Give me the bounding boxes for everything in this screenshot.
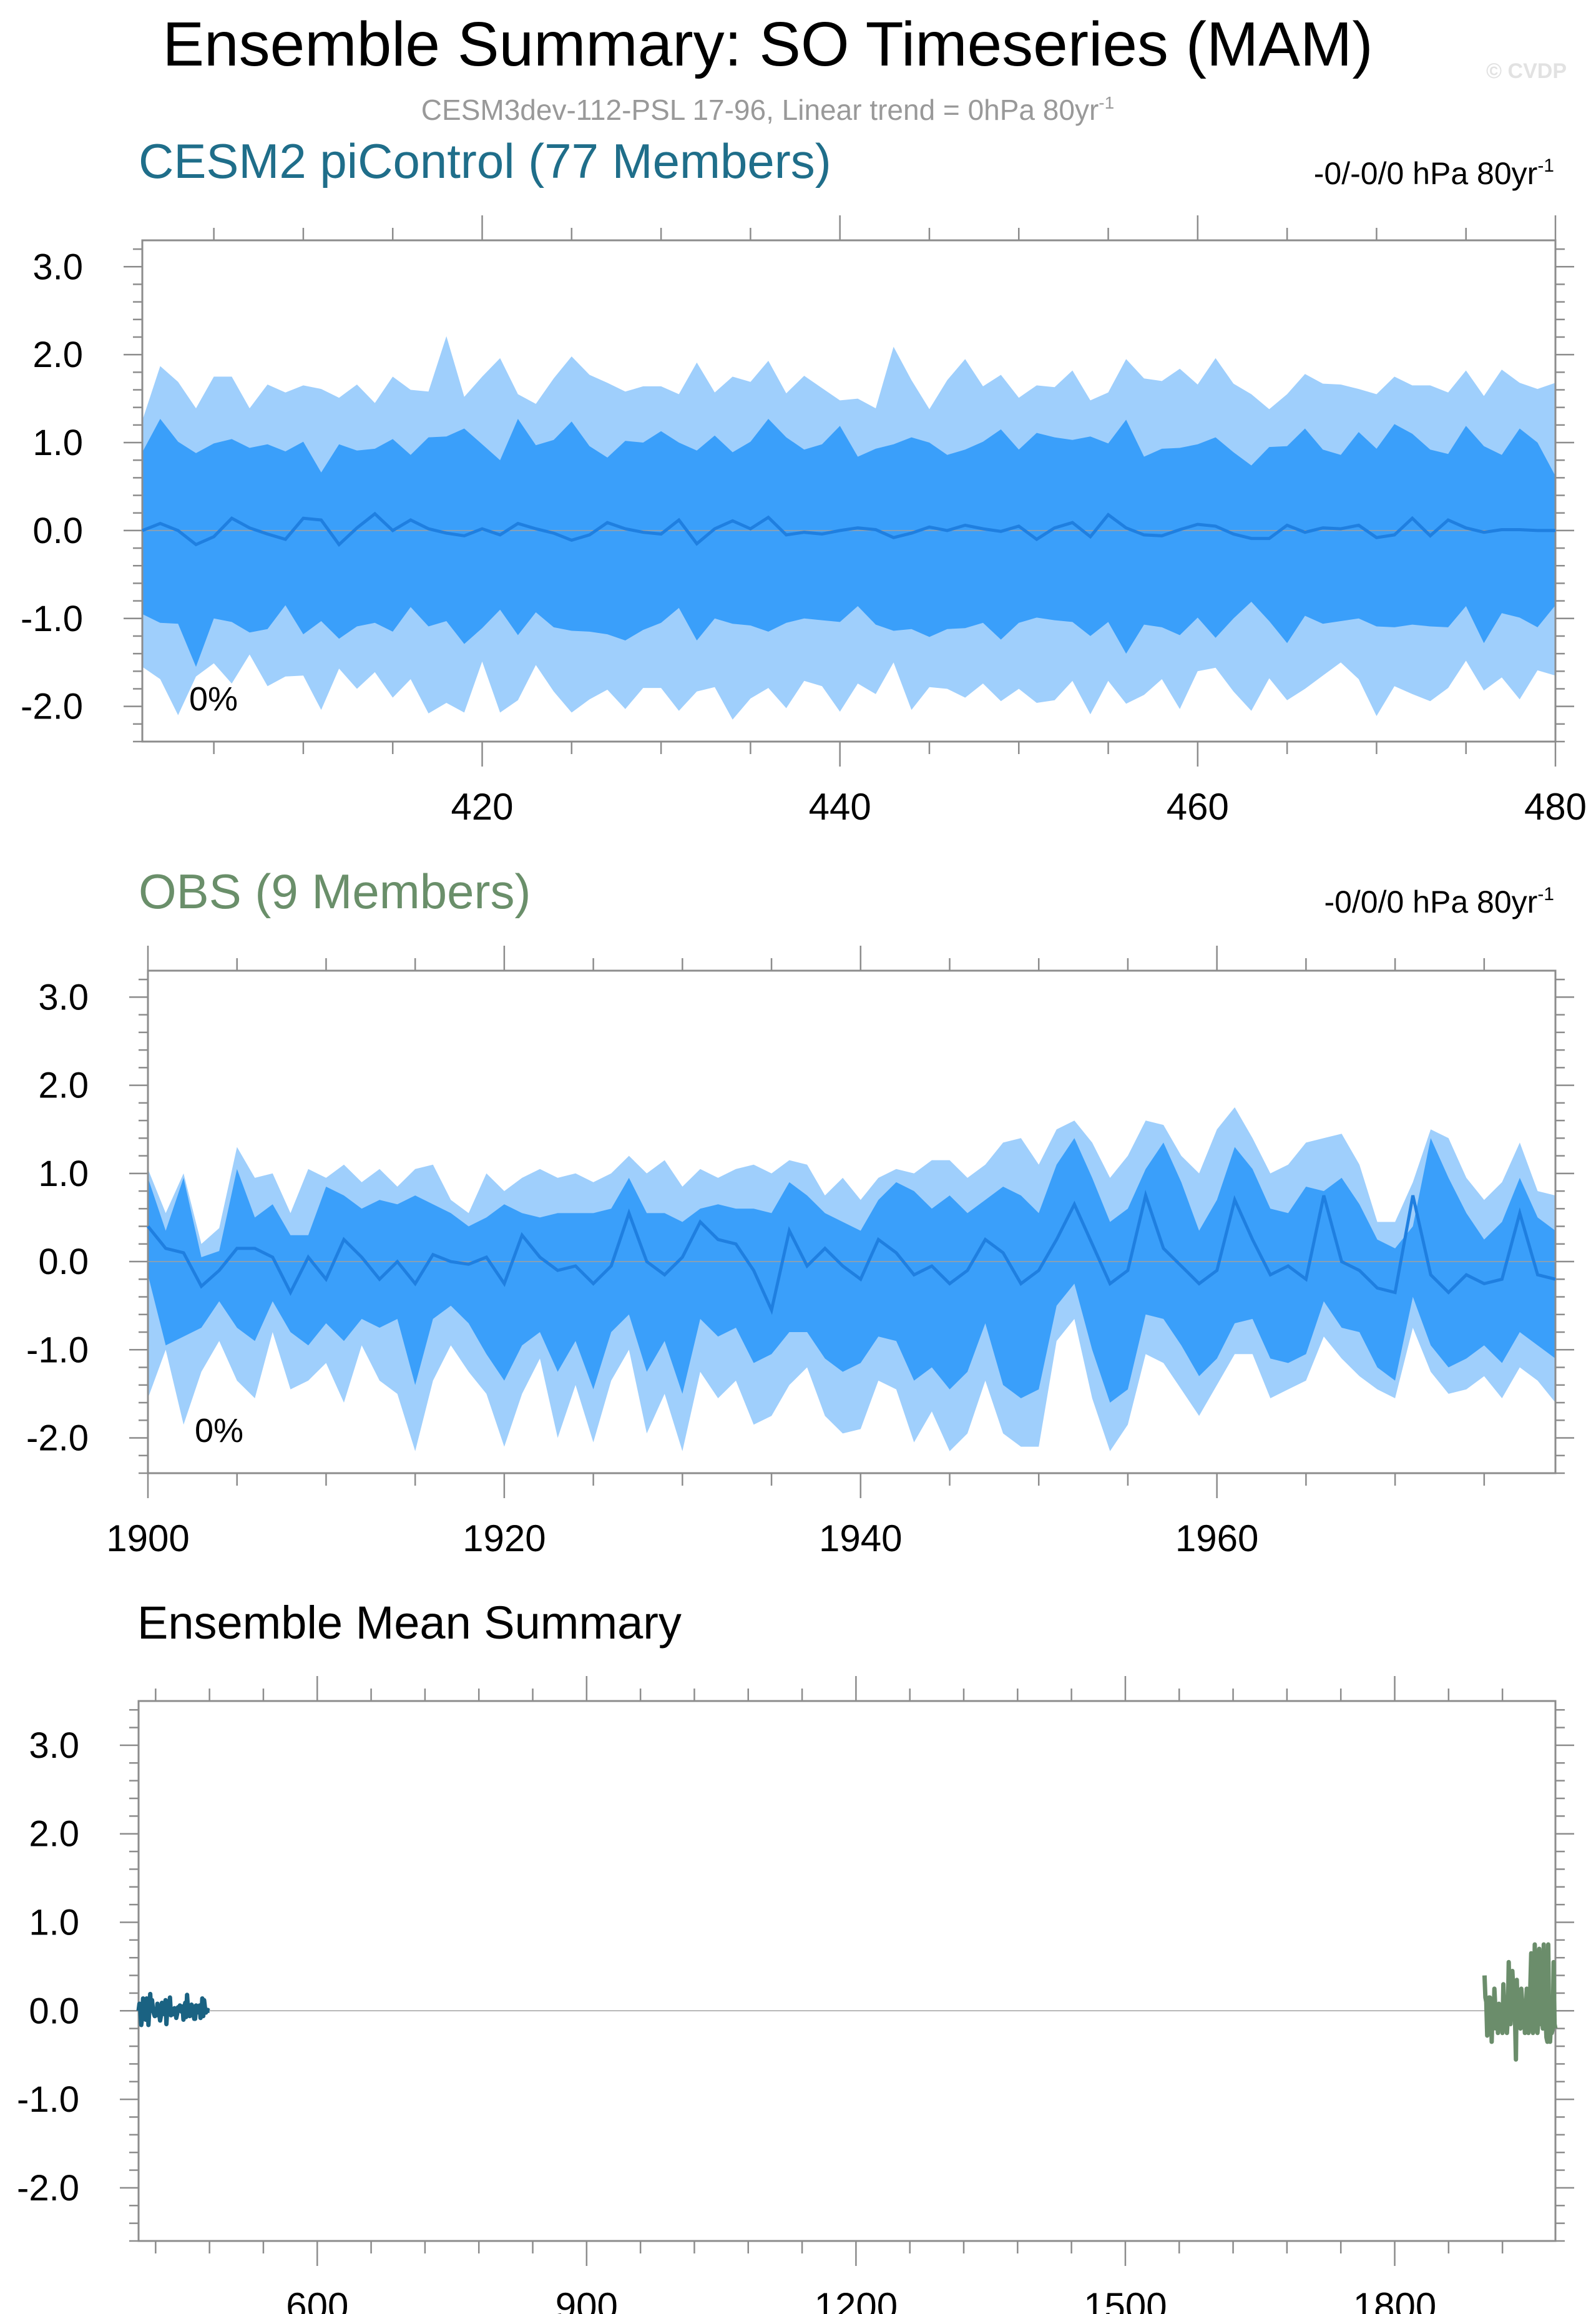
- summary-x-tick-label: 1200: [815, 2285, 898, 2314]
- cesm-summary-mean-line: [136, 1991, 211, 2027]
- obs-x-tick-label: 1940: [819, 1517, 902, 1559]
- obs-inner-range-band: [148, 1138, 1555, 1403]
- obs-trend-exponent: -1: [1537, 884, 1554, 905]
- obs-y-tick-label: 0.0: [38, 1242, 89, 1282]
- summary-y-tick-label: 2.0: [29, 1814, 79, 1855]
- obs-trend-text: -0/0/0 hPa 80yr-1: [1324, 884, 1554, 919]
- obs-x-tick-label: 1960: [1175, 1517, 1258, 1559]
- cesm-x-tick-label: 420: [451, 786, 513, 828]
- subtitle-text: CESM3dev-112-PSL 17-96, Linear trend = 0…: [421, 94, 1099, 126]
- cesm-plot: 3.0 2.0 1.0 0.0 -1.0 -2.0 420 440 460 480 0%: [21, 215, 1587, 828]
- obs-ensemble-mean-line: [147, 1190, 1556, 1315]
- obs-trend-value: -0/0/0 hPa 80yr: [1324, 885, 1537, 919]
- cesm-panel-title: CESM2 piControl (77 Members): [139, 134, 831, 189]
- cesm-y-tick-label: 0.0: [32, 511, 83, 551]
- cesm-y-tick-label: 3.0: [32, 247, 83, 287]
- summary-panel-title: Ensemble Mean Summary: [137, 1597, 682, 1649]
- watermark: © CVDP: [1486, 59, 1567, 83]
- cesm-trend-exponent: -1: [1537, 155, 1554, 176]
- summary-x-tick-label: 900: [556, 2285, 618, 2314]
- summary-x-tick-label: 600: [286, 2285, 348, 2314]
- summary-y-tick-label: -2.0: [17, 2168, 79, 2209]
- summary-x-tick-label: 1500: [1084, 2285, 1167, 2314]
- obs-panel-title: OBS (9 Members): [139, 864, 531, 919]
- obs-y-tick-label: 1.0: [38, 1154, 89, 1194]
- summary-y-tick-label: 0.0: [29, 1991, 79, 2031]
- cesm-x-tick-label: 440: [809, 786, 871, 828]
- cesm-trend-value: -0/-0/0 hPa 80yr: [1314, 156, 1538, 191]
- obs-y-tick-label: -2.0: [26, 1418, 89, 1459]
- obs-y-tick-label: 2.0: [38, 1066, 89, 1106]
- cesm-y-tick-label: -1.0: [21, 599, 83, 639]
- cesm-inner-range-band: [142, 419, 1555, 667]
- obs-x-tick-label: 1900: [106, 1517, 189, 1559]
- summary-x-tick-label: 1800: [1353, 2285, 1436, 2314]
- cesm-ensemble-mean-line: [142, 511, 1555, 547]
- obs-y-tick-label: 3.0: [38, 977, 89, 1017]
- subtitle-exponent: -1: [1099, 93, 1114, 112]
- summary-y-tick-label: 1.0: [29, 1903, 79, 1943]
- cesm-y-tick-label: 1.0: [32, 423, 83, 463]
- obs-plot-frame: [147, 969, 1557, 1474]
- figure-subtitle: CESM3dev-112-PSL 17-96, Linear trend = 0…: [421, 93, 1114, 126]
- figure-title: Ensemble Summary: SO Timeseries (MAM): [162, 9, 1373, 79]
- cesm-y-tick-label: -2.0: [21, 687, 83, 727]
- summary-y-tick-label: -1.0: [17, 2079, 79, 2120]
- summary-y-tick-label: 3.0: [29, 1725, 79, 1766]
- cesm-x-tick-label: 460: [1167, 786, 1229, 828]
- summary-plot: 3.0 2.0 1.0 0.0 -1.0 -2.0 600 900 1200 1500 1800: [17, 1676, 1574, 2314]
- cesm-x-tick-label: 480: [1524, 786, 1587, 828]
- cesm-y-tick-label: 2.0: [32, 335, 83, 375]
- obs-plot: 3.0 2.0 1.0 0.0 -1.0 -2.0 1900 1920 1940 1960 0%: [26, 946, 1574, 1559]
- obs-y-tick-label: -1.0: [26, 1330, 89, 1370]
- obs-x-tick-label: 1920: [463, 1517, 546, 1559]
- cesm-percent-label: 0%: [189, 680, 238, 718]
- cesm-trend-text: -0/-0/0 hPa 80yr-1: [1314, 155, 1554, 191]
- obs-summary-mean-line: [1482, 1942, 1558, 2062]
- obs-percent-label: 0%: [195, 1412, 243, 1449]
- cesm-plot-frame: [141, 239, 1557, 743]
